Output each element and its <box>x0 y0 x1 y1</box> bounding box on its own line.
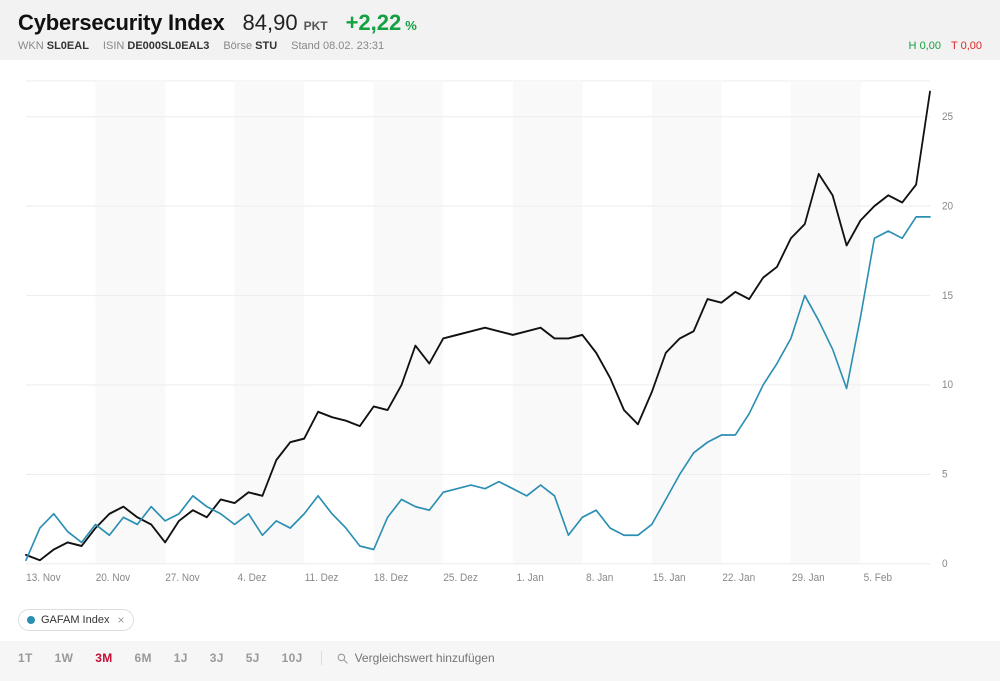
svg-text:4. Dez: 4. Dez <box>238 573 267 584</box>
isin-label: ISIN <box>103 40 124 52</box>
range-3J[interactable]: 3J <box>210 651 224 665</box>
price: 84,90 PKT <box>243 10 328 36</box>
svg-text:25: 25 <box>942 112 953 123</box>
change-value: +2,22 <box>346 10 402 36</box>
svg-text:25. Dez: 25. Dez <box>443 573 477 584</box>
svg-text:1. Jan: 1. Jan <box>517 573 544 584</box>
svg-text:8. Jan: 8. Jan <box>586 573 613 584</box>
wkn-value: SL0EAL <box>47 40 89 52</box>
chart-area[interactable]: 0 5 10 15 20 25 13. Nov 20. Nov 27. Nov 4. Dez 11.… <box>0 60 1000 603</box>
range-10J[interactable]: 10J <box>282 651 303 665</box>
low-label: T <box>951 40 958 52</box>
high: H 0,00 <box>909 40 941 52</box>
isin-value: DE000SL0EAL3 <box>127 40 209 52</box>
range-5J[interactable]: 5J <box>246 651 260 665</box>
comparison-input[interactable] <box>355 651 575 665</box>
svg-text:20: 20 <box>942 201 953 212</box>
comparison-search[interactable] <box>321 651 575 665</box>
svg-text:15: 15 <box>942 290 953 301</box>
close-icon[interactable]: × <box>117 613 124 627</box>
svg-text:5: 5 <box>942 469 948 480</box>
range-1J[interactable]: 1J <box>174 651 188 665</box>
wkn-label: WKN <box>18 40 44 52</box>
search-icon <box>336 652 349 665</box>
svg-text:20. Nov: 20. Nov <box>96 573 131 584</box>
range-bar: 1T 1W 3M 6M 1J 3J 5J 10J <box>0 641 1000 681</box>
comparison-chip[interactable]: GAFAM Index × <box>18 609 134 631</box>
low: T 0,00 <box>951 40 982 52</box>
instrument-title: Cybersecurity Index <box>18 10 225 36</box>
range-1W[interactable]: 1W <box>55 651 74 665</box>
svg-text:5. Feb: 5. Feb <box>864 573 893 584</box>
exchange-label: Börse <box>223 40 252 52</box>
svg-text:11. Dez: 11. Dez <box>305 573 339 584</box>
stand-value: 08.02. 23:31 <box>323 40 384 52</box>
stand-label: Stand <box>291 40 320 52</box>
high-value: 0,00 <box>920 40 941 52</box>
low-value: 0,00 <box>961 40 982 52</box>
high-label: H <box>909 40 917 52</box>
header-bar: Cybersecurity Index 84,90 PKT +2,22 % WK… <box>0 0 1000 60</box>
range-buttons: 1T 1W 3M 6M 1J 3J 5J 10J <box>18 651 303 665</box>
meta-row: WKN SL0EAL ISIN DE000SL0EAL3 Börse STU S… <box>18 40 384 52</box>
price-unit: PKT <box>304 19 328 33</box>
range-1T[interactable]: 1T <box>18 651 33 665</box>
svg-text:13. Nov: 13. Nov <box>26 573 61 584</box>
svg-text:15. Jan: 15. Jan <box>653 573 686 584</box>
comparison-name: GAFAM Index <box>41 614 109 626</box>
range-3M[interactable]: 3M <box>95 651 112 665</box>
exchange-value: STU <box>255 40 277 52</box>
price-value: 84,90 <box>243 10 298 36</box>
range-6M[interactable]: 6M <box>135 651 152 665</box>
svg-text:29. Jan: 29. Jan <box>792 573 825 584</box>
legend-dot-icon <box>27 616 35 624</box>
high-low: H 0,00 T 0,00 <box>909 40 982 52</box>
line-chart: 0 5 10 15 20 25 13. Nov 20. Nov 27. Nov 4. Dez 11.… <box>18 70 982 603</box>
svg-text:18. Dez: 18. Dez <box>374 573 408 584</box>
svg-text:0: 0 <box>942 559 948 570</box>
change-unit: % <box>405 18 417 33</box>
svg-text:22. Jan: 22. Jan <box>722 573 755 584</box>
svg-text:10: 10 <box>942 380 953 391</box>
svg-text:27. Nov: 27. Nov <box>165 573 200 584</box>
change: +2,22 % <box>346 10 417 36</box>
